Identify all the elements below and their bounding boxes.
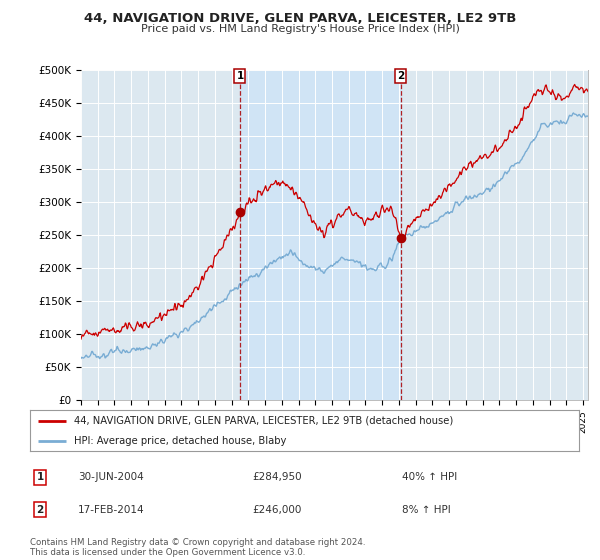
Text: 44, NAVIGATION DRIVE, GLEN PARVA, LEICESTER, LE2 9TB (detached house): 44, NAVIGATION DRIVE, GLEN PARVA, LEICES…: [74, 416, 453, 426]
Text: £284,950: £284,950: [252, 472, 302, 482]
Text: 30-JUN-2004: 30-JUN-2004: [78, 472, 144, 482]
Text: 8% ↑ HPI: 8% ↑ HPI: [402, 505, 451, 515]
Bar: [240, 70, 401, 400]
Text: 17-FEB-2014: 17-FEB-2014: [78, 505, 145, 515]
Text: Contains HM Land Registry data © Crown copyright and database right 2024.
This d: Contains HM Land Registry data © Crown c…: [30, 538, 365, 557]
Text: 40% ↑ HPI: 40% ↑ HPI: [402, 472, 457, 482]
Text: 44, NAVIGATION DRIVE, GLEN PARVA, LEICESTER, LE2 9TB: 44, NAVIGATION DRIVE, GLEN PARVA, LEICES…: [84, 12, 516, 25]
Text: Price paid vs. HM Land Registry's House Price Index (HPI): Price paid vs. HM Land Registry's House …: [140, 24, 460, 34]
Text: 2: 2: [397, 71, 404, 81]
Text: HPI: Average price, detached house, Blaby: HPI: Average price, detached house, Blab…: [74, 436, 286, 446]
Text: 2: 2: [37, 505, 44, 515]
Text: 1: 1: [236, 71, 244, 81]
Text: £246,000: £246,000: [252, 505, 301, 515]
Text: 1: 1: [37, 472, 44, 482]
